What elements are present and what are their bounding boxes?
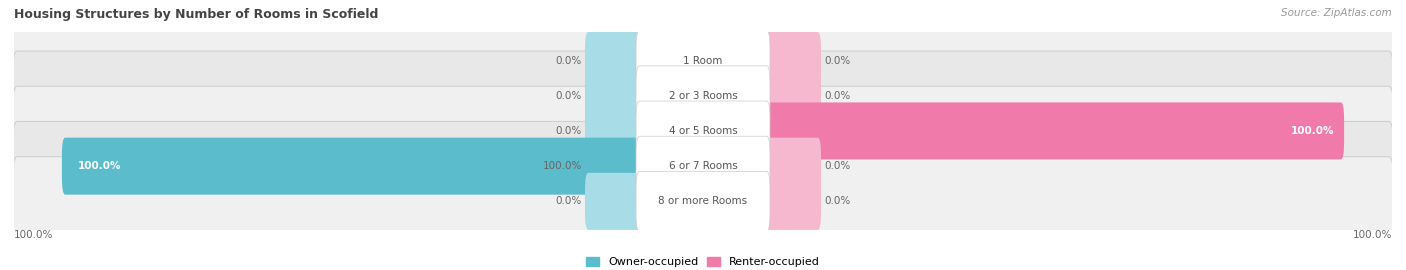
FancyBboxPatch shape (636, 136, 770, 196)
FancyBboxPatch shape (13, 16, 1393, 105)
Text: 0.0%: 0.0% (824, 161, 851, 171)
Text: 2 or 3 Rooms: 2 or 3 Rooms (669, 91, 737, 101)
FancyBboxPatch shape (13, 157, 1393, 246)
FancyBboxPatch shape (13, 122, 1393, 211)
Text: 1 Room: 1 Room (683, 56, 723, 66)
Text: 0.0%: 0.0% (824, 196, 851, 206)
Text: 100.0%: 100.0% (14, 230, 53, 240)
Text: 0.0%: 0.0% (555, 126, 582, 136)
FancyBboxPatch shape (13, 86, 1393, 176)
FancyBboxPatch shape (13, 51, 1393, 140)
Legend: Owner-occupied, Renter-occupied: Owner-occupied, Renter-occupied (586, 257, 820, 267)
FancyBboxPatch shape (636, 31, 770, 90)
FancyBboxPatch shape (585, 67, 643, 124)
FancyBboxPatch shape (763, 102, 1344, 160)
Text: 100.0%: 100.0% (77, 161, 121, 171)
Text: 0.0%: 0.0% (824, 56, 851, 66)
FancyBboxPatch shape (763, 138, 821, 195)
Text: 0.0%: 0.0% (824, 91, 851, 101)
FancyBboxPatch shape (763, 67, 821, 124)
FancyBboxPatch shape (636, 66, 770, 126)
FancyBboxPatch shape (62, 138, 643, 195)
Text: 0.0%: 0.0% (555, 91, 582, 101)
FancyBboxPatch shape (585, 32, 643, 89)
Text: 4 or 5 Rooms: 4 or 5 Rooms (669, 126, 737, 136)
Text: 100.0%: 100.0% (1291, 126, 1334, 136)
FancyBboxPatch shape (585, 173, 643, 230)
FancyBboxPatch shape (636, 101, 770, 161)
FancyBboxPatch shape (585, 102, 643, 160)
Text: 0.0%: 0.0% (555, 196, 582, 206)
Text: 100.0%: 100.0% (543, 161, 582, 171)
Text: 0.0%: 0.0% (555, 56, 582, 66)
Text: Housing Structures by Number of Rooms in Scofield: Housing Structures by Number of Rooms in… (14, 8, 378, 21)
Text: Source: ZipAtlas.com: Source: ZipAtlas.com (1281, 8, 1392, 18)
Text: 100.0%: 100.0% (1353, 230, 1392, 240)
FancyBboxPatch shape (636, 171, 770, 231)
FancyBboxPatch shape (763, 173, 821, 230)
Text: 8 or more Rooms: 8 or more Rooms (658, 196, 748, 206)
FancyBboxPatch shape (763, 32, 821, 89)
Text: 6 or 7 Rooms: 6 or 7 Rooms (669, 161, 737, 171)
